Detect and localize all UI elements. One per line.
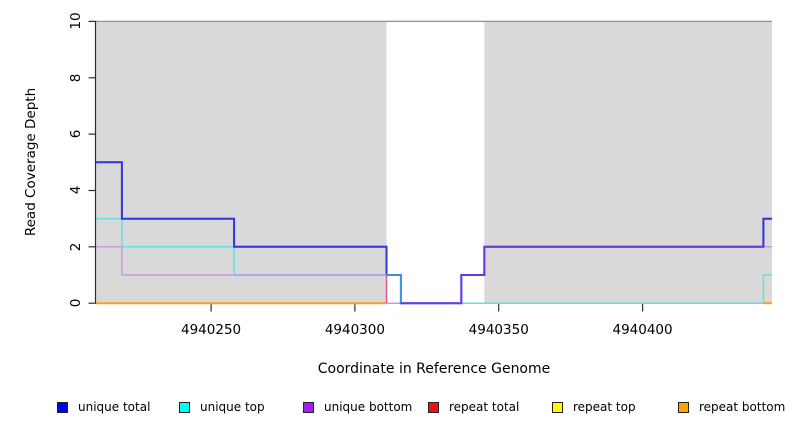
legend-swatch xyxy=(57,401,68,413)
legend-swatch xyxy=(428,401,439,413)
legend-label: repeat bottom xyxy=(699,400,786,414)
shaded-band xyxy=(96,21,387,304)
legend-label: repeat top xyxy=(573,400,636,414)
legend-swatch xyxy=(552,401,563,413)
y-tick-label: 0 xyxy=(68,298,84,308)
x-tick-label: 4940300 xyxy=(324,322,385,338)
legend-item-unique-total: unique total xyxy=(57,400,151,414)
legend-swatch xyxy=(303,401,314,413)
y-axis-title: Read Coverage Depth xyxy=(23,87,39,237)
y-tick-label: 10 xyxy=(68,12,84,30)
legend-label: unique top xyxy=(200,400,265,414)
legend-item-repeat-top: repeat top xyxy=(552,400,636,414)
legend-label: unique bottom xyxy=(324,400,413,414)
y-tick-label: 4 xyxy=(68,186,84,195)
legend-item-unique-top: unique top xyxy=(179,400,265,414)
legend-item-repeat-total: repeat total xyxy=(428,400,520,414)
overlap-unique-total-plus-top xyxy=(386,274,402,304)
x-tick-label: 4940350 xyxy=(468,322,529,338)
legend-item-repeat-bottom: repeat bottom xyxy=(678,400,786,414)
legend-label: repeat total xyxy=(449,400,520,414)
legend-swatch xyxy=(179,401,190,413)
legend-swatch xyxy=(678,401,689,413)
legend-item-unique-bottom: unique bottom xyxy=(303,400,413,414)
x-tick-label: 4940250 xyxy=(181,322,242,338)
legend-label: unique total xyxy=(78,400,151,414)
y-tick-label: 6 xyxy=(68,129,84,139)
overlap-unique-total-plus-bottom xyxy=(400,245,764,305)
x-tick-label: 4940400 xyxy=(612,322,673,338)
shaded-band xyxy=(484,21,772,304)
y-tick-label: 8 xyxy=(68,73,84,83)
x-axis-title: Coordinate in Reference Genome xyxy=(317,361,551,377)
y-tick-label: 2 xyxy=(68,242,84,252)
